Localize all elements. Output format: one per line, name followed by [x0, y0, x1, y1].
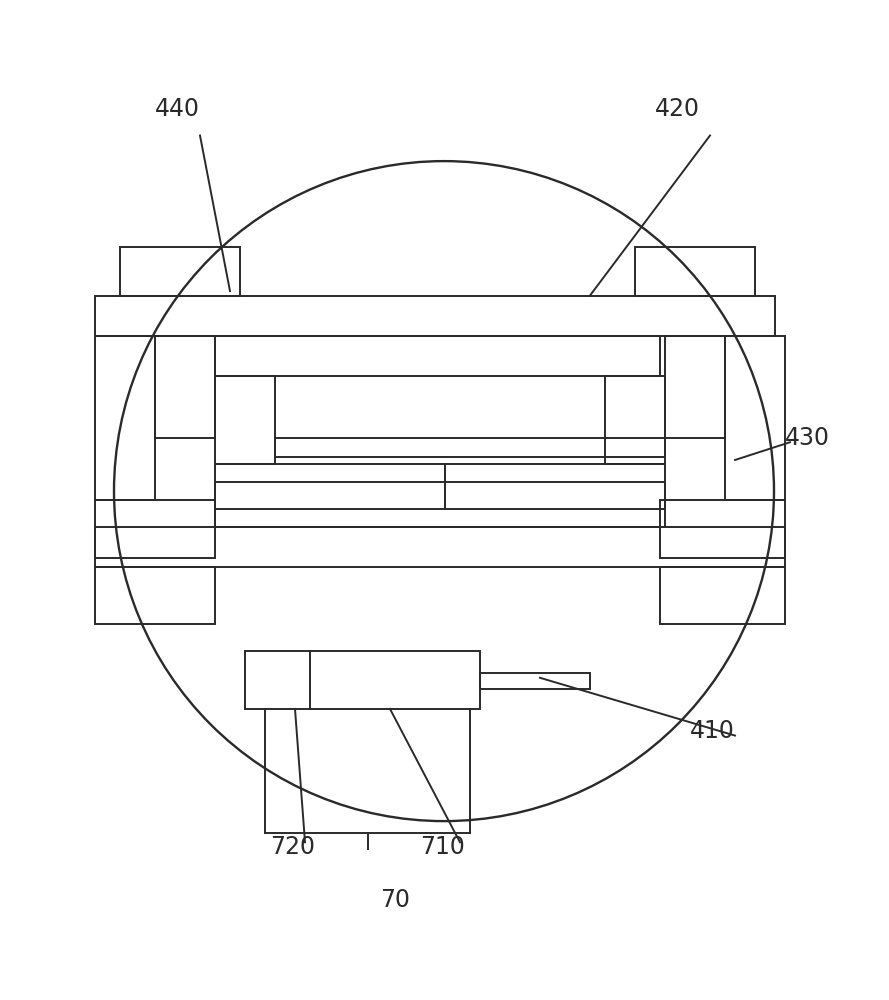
Text: 710: 710 [420, 835, 465, 859]
Bar [245, 651, 480, 709]
Bar [155, 336, 215, 438]
Bar [725, 336, 785, 500]
Bar [95, 336, 155, 500]
Text: 420: 420 [655, 97, 700, 121]
Bar [275, 438, 665, 457]
Bar [445, 464, 665, 509]
Bar [95, 500, 215, 558]
Text: 70: 70 [380, 888, 410, 912]
Bar [95, 527, 785, 567]
Bar [215, 376, 275, 464]
Bar [480, 673, 590, 689]
Bar [215, 464, 445, 509]
Bar [660, 500, 785, 558]
Bar [215, 336, 660, 376]
Bar [605, 376, 665, 464]
Text: 440: 440 [155, 97, 200, 121]
Bar [660, 567, 785, 624]
Bar [120, 247, 240, 296]
Bar [95, 296, 775, 336]
Bar [635, 247, 755, 296]
Text: 430: 430 [785, 426, 830, 450]
Text: 410: 410 [690, 719, 735, 743]
Bar [665, 336, 725, 438]
Text: 720: 720 [270, 835, 315, 859]
Bar [95, 567, 215, 624]
Bar [215, 482, 665, 527]
